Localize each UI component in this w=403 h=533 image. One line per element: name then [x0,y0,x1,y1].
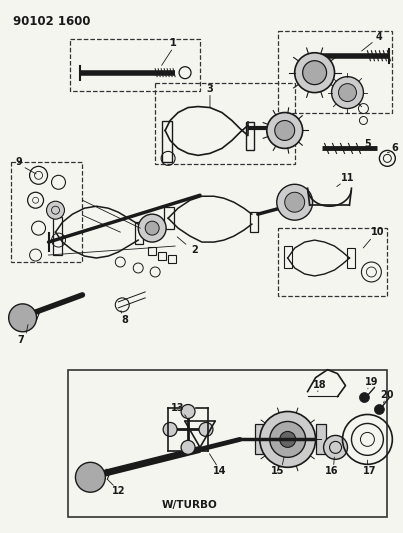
Text: 8: 8 [122,315,129,325]
Text: 3: 3 [207,84,213,94]
Circle shape [270,422,305,457]
Circle shape [295,53,334,93]
Bar [158,252,166,260]
Circle shape [9,304,37,332]
Circle shape [359,393,370,402]
Text: 90102 1600: 90102 1600 [12,15,90,28]
Text: 4: 4 [376,32,383,42]
Bar [250,212,258,232]
Bar [284,246,292,268]
Text: 12: 12 [112,486,125,496]
Circle shape [267,112,303,148]
Bar [278,31,393,112]
Circle shape [374,405,384,415]
Bar [71,39,200,91]
Circle shape [163,423,177,437]
Bar [316,424,326,454]
Circle shape [46,201,64,219]
Text: 15: 15 [271,466,285,477]
Circle shape [285,192,305,212]
Bar [278,228,387,296]
Text: 5: 5 [364,140,371,149]
Bar [52,217,62,255]
Text: 20: 20 [380,390,394,400]
Circle shape [332,77,364,109]
Text: 7: 7 [17,335,24,345]
Circle shape [260,411,316,467]
Text: 9: 9 [15,157,22,167]
Circle shape [275,120,295,140]
Bar [255,424,265,454]
Bar [135,222,143,244]
Bar [347,248,355,268]
Circle shape [339,84,357,102]
Circle shape [75,462,105,492]
Circle shape [303,61,326,85]
Bar [69,370,387,517]
Circle shape [199,423,213,437]
Text: 2: 2 [192,245,198,255]
Bar [10,163,82,262]
Text: 6: 6 [391,143,398,154]
Circle shape [145,221,159,235]
Bar [155,83,295,164]
Text: W/TURBO: W/TURBO [162,500,218,510]
Text: 11: 11 [341,173,354,183]
Circle shape [181,405,195,418]
Text: 14: 14 [213,466,226,477]
Text: 18: 18 [313,379,326,390]
Text: 10: 10 [371,227,384,237]
Circle shape [181,440,195,454]
Bar [164,207,174,229]
Text: 19: 19 [365,377,378,386]
Text: 1: 1 [170,38,177,48]
Bar [162,120,172,163]
Text: 17: 17 [363,466,376,477]
Text: 13: 13 [171,402,185,413]
Bar [168,255,176,263]
Bar [246,123,254,150]
Circle shape [280,431,296,447]
Circle shape [324,435,347,459]
Bar [148,247,156,255]
Circle shape [277,184,313,220]
Text: 16: 16 [325,466,338,477]
Circle shape [138,214,166,242]
